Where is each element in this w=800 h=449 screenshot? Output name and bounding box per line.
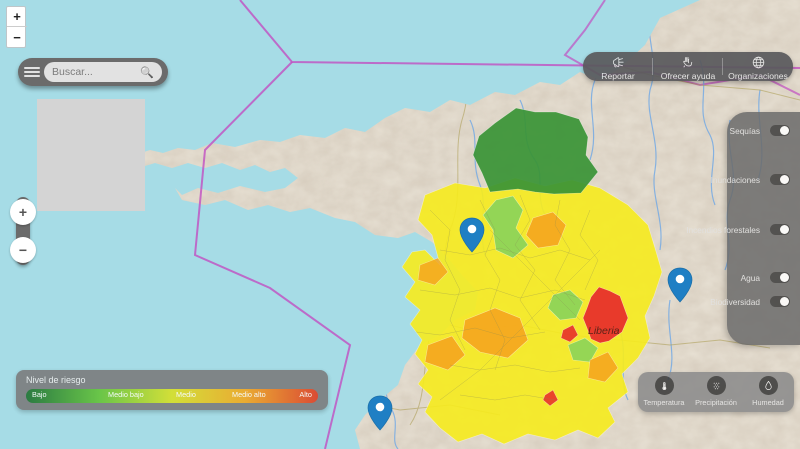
svg-text:Liberia: Liberia xyxy=(588,325,620,337)
